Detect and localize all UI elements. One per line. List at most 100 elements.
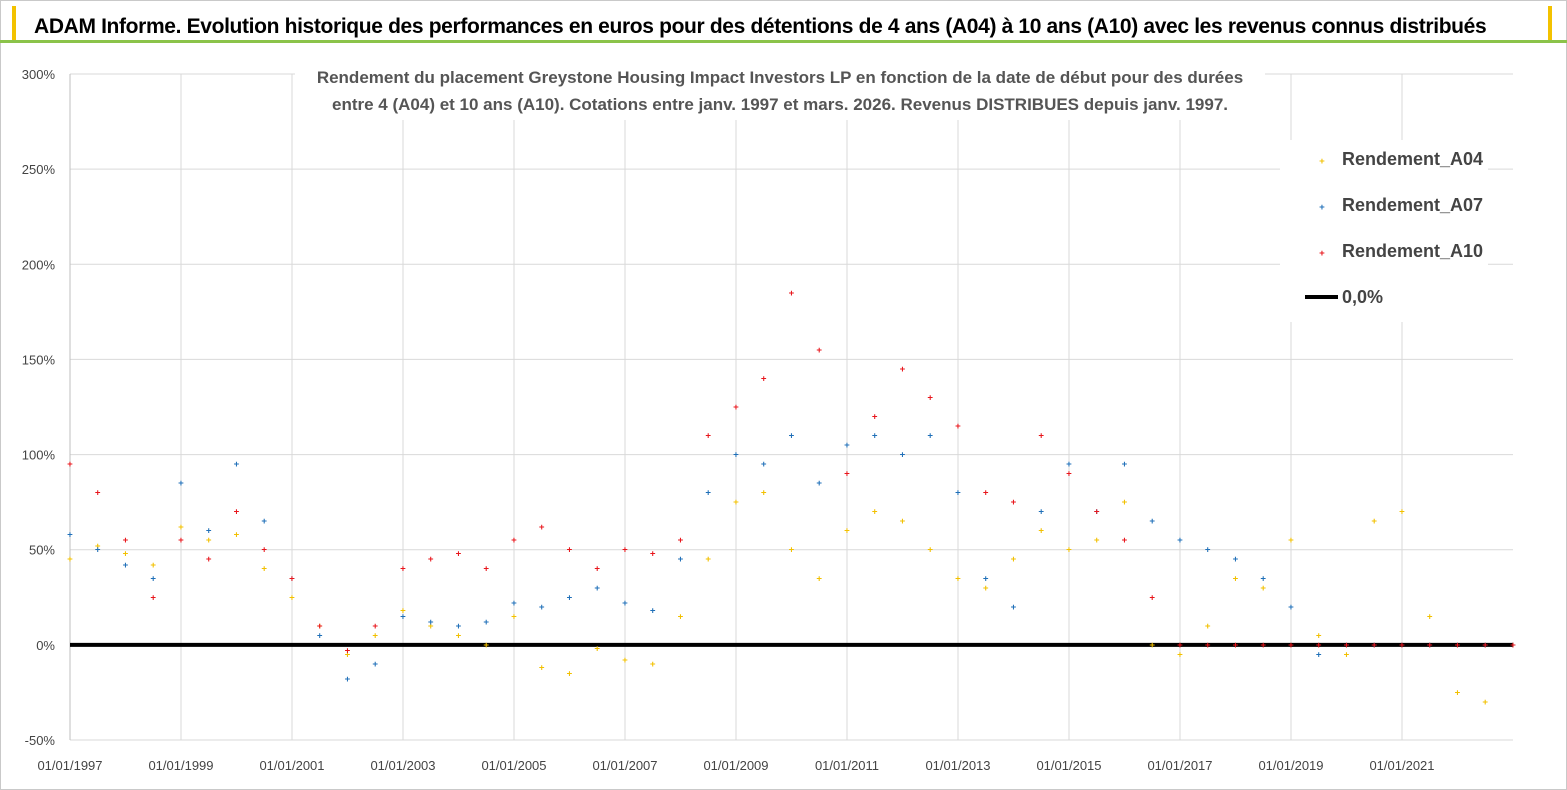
data-point: + (1122, 498, 1128, 508)
data-point: + (567, 669, 573, 679)
y-tick-label: -50% (25, 733, 56, 748)
page-title: ADAM Informe. Evolution historique des p… (34, 15, 1487, 38)
data-point: + (678, 555, 684, 565)
data-point: + (1066, 470, 1072, 480)
data-point: + (1455, 641, 1461, 651)
data-point: + (1344, 641, 1350, 651)
data-point: + (1039, 527, 1045, 537)
data-point: + (595, 645, 601, 655)
data-point: + (1205, 622, 1211, 632)
data-point: + (262, 546, 268, 556)
data-point: + (123, 536, 129, 546)
x-tick-label: 01/01/2017 (1147, 758, 1212, 773)
data-point: + (1094, 508, 1100, 518)
data-point: + (1344, 641, 1350, 651)
data-point: + (1372, 641, 1378, 651)
data-point: + (1122, 460, 1128, 470)
series-rendement_a10: + + + + + + + + + + + + + + + + + + + + + + + + + + + + + + + + + + + + + + + +… (67, 289, 1516, 657)
data-point: + (1316, 641, 1322, 651)
data-point: + (1261, 574, 1267, 584)
data-point: + (428, 618, 434, 628)
data-point: + (400, 607, 406, 617)
data-point: + (206, 527, 212, 537)
data-point: + (262, 565, 268, 575)
data-point: + (1288, 536, 1294, 546)
data-point: + (511, 599, 517, 609)
data-point: + (1261, 641, 1267, 651)
legend-marker: + (1319, 203, 1325, 213)
data-point: + (650, 550, 656, 560)
data-point: + (345, 650, 351, 660)
data-point: + (484, 565, 490, 575)
data-point: + (678, 536, 684, 546)
data-point: + (1233, 555, 1239, 565)
data-point: + (1177, 536, 1183, 546)
data-point: + (1233, 574, 1239, 584)
data-point: + (622, 656, 628, 666)
data-point: + (1427, 641, 1433, 651)
x-tick-label: 01/01/2001 (259, 758, 324, 773)
data-point: + (1288, 641, 1294, 651)
data-point: + (844, 470, 850, 480)
legend-label: Rendement_A07 (1342, 195, 1483, 215)
data-point: + (151, 561, 157, 571)
data-point: + (1011, 498, 1017, 508)
data-point: + (789, 432, 795, 442)
data-point: + (983, 574, 989, 584)
data-point: + (817, 574, 823, 584)
data-point: + (1372, 641, 1378, 651)
data-point: + (1510, 641, 1516, 651)
y-tick-label: 100% (22, 448, 56, 463)
data-point: + (678, 612, 684, 622)
data-point: + (234, 530, 240, 540)
data-point: + (1039, 432, 1045, 442)
data-point: + (706, 432, 712, 442)
data-point: + (456, 550, 462, 560)
data-point: + (428, 555, 434, 565)
y-tick-label: 250% (22, 162, 56, 177)
banner-divider (0, 40, 1567, 43)
data-point: + (373, 631, 379, 641)
data-point: + (1316, 631, 1322, 641)
data-point: + (1510, 641, 1516, 651)
data-point: + (373, 660, 379, 670)
data-point: + (761, 374, 767, 384)
data-point: + (1094, 536, 1100, 546)
x-tick-label: 01/01/2015 (1036, 758, 1101, 773)
data-point: + (900, 365, 906, 375)
data-point: + (1150, 517, 1156, 527)
data-point: + (178, 536, 184, 546)
legend-label: 0,0% (1342, 287, 1383, 307)
data-point: + (317, 622, 323, 632)
y-tick-label: 200% (22, 257, 56, 272)
y-tick-label: 0% (36, 638, 55, 653)
data-point: + (95, 546, 101, 556)
data-point: + (234, 460, 240, 470)
x-tick-label: 01/01/2019 (1258, 758, 1323, 773)
data-point: + (1399, 641, 1405, 651)
data-point: + (511, 612, 517, 622)
legend-label: Rendement_A10 (1342, 241, 1483, 261)
data-point: + (345, 647, 351, 657)
legend: + Rendement_A04 + Rendement_A07 + Rendement_A… (1280, 140, 1488, 322)
data-point: + (1094, 508, 1100, 518)
data-point: + (151, 593, 157, 603)
data-point: + (484, 641, 490, 651)
y-tick-label: 300% (22, 67, 56, 82)
data-point: + (1205, 546, 1211, 556)
data-point: + (595, 565, 601, 575)
data-point: + (955, 489, 961, 499)
data-point: + (95, 542, 101, 552)
data-point: + (1510, 641, 1516, 651)
legend-marker: + (1319, 249, 1325, 259)
data-point: + (484, 618, 490, 628)
data-point: + (733, 403, 739, 413)
data-point: + (1177, 650, 1183, 660)
data-point: + (567, 546, 573, 556)
gridlines (69, 73, 1513, 741)
data-point: + (206, 555, 212, 565)
data-point: + (872, 508, 878, 518)
data-point: + (1150, 593, 1156, 603)
data-point: + (289, 593, 295, 603)
data-point: + (761, 460, 767, 470)
